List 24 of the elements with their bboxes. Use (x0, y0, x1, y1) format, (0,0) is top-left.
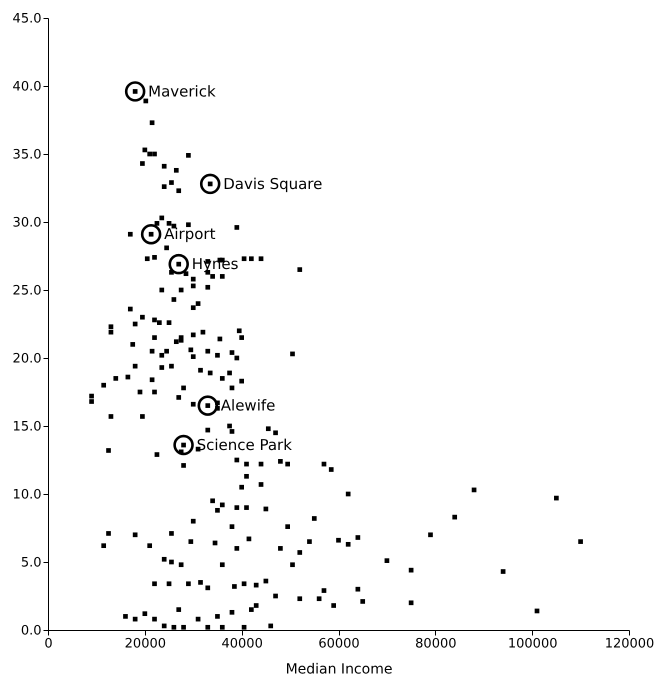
annotation: Hynes (192, 255, 239, 274)
annotation: Airport (164, 225, 216, 244)
x-tick-label: 100000 (508, 636, 558, 652)
x-tick-label: 80000 (415, 636, 457, 652)
y-tick-label: 25.0 (12, 284, 42, 298)
x-tick-label: 20000 (124, 636, 166, 652)
y-tick-label: 45.0 (12, 12, 42, 26)
x-axis-title: Median Income (286, 662, 392, 678)
x-tick-label: 40000 (221, 636, 263, 652)
annotation: Davis Square (223, 174, 322, 193)
y-tick-label: 0.0 (20, 624, 42, 638)
y-tick-label: 10.0 (12, 488, 42, 502)
y-tick-label: 30.0 (12, 216, 42, 230)
x-tick-label: 0 (44, 636, 53, 652)
y-tick-label: 35.0 (12, 148, 42, 162)
annotation: Science Park (196, 436, 292, 454)
y-tick-label: 5.0 (20, 556, 42, 570)
annotation: Maverick (148, 82, 216, 100)
y-tick-label: 15.0 (12, 420, 42, 434)
y-tick-label: 20.0 (12, 352, 42, 366)
annotation: Alewife (220, 396, 276, 415)
y-tick-label: 40.0 (12, 80, 42, 94)
x-tick-label: 120000 (604, 636, 654, 652)
x-tick-label: 60000 (318, 636, 360, 652)
